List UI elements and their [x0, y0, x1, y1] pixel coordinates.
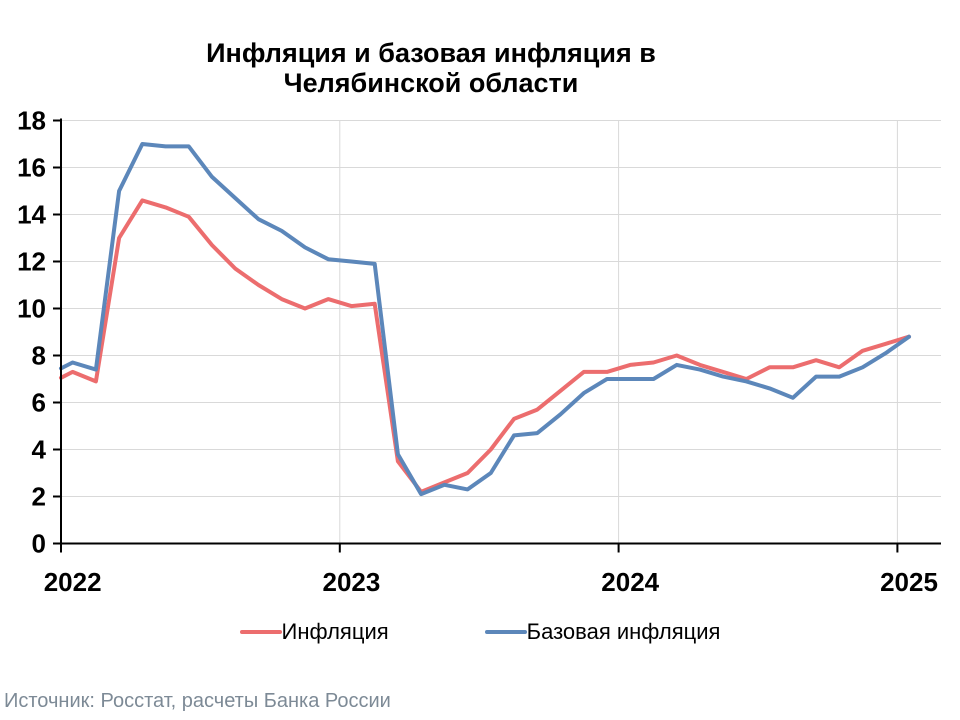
- x-axis-label: 2023: [322, 567, 380, 597]
- y-axis-label: 14: [17, 200, 46, 230]
- x-axis-label: 2022: [44, 567, 102, 597]
- x-axis-label: 2024: [601, 567, 659, 597]
- y-axis-label: 18: [17, 106, 46, 136]
- chart-title: Инфляция и базовая инфляция в Челябинско…: [61, 38, 801, 98]
- source-note: Источник: Росстат, расчеты Банка России: [4, 690, 391, 712]
- y-axis-label: 2: [32, 482, 46, 512]
- core-inflation-line: [59, 142, 911, 497]
- y-axis-label: 12: [17, 247, 46, 277]
- x-axis-label: 2025: [880, 567, 938, 597]
- y-axis-label: 4: [32, 435, 47, 465]
- inflation-line-swatch: [239, 630, 282, 634]
- y-axis-label: 16: [17, 153, 46, 183]
- y-axis-label: 8: [32, 341, 46, 371]
- legend-label-core-inflation: Базовая инфляция: [526, 619, 721, 644]
- core-inflation-line-swatch: [484, 630, 527, 634]
- chart-title-line1: Инфляция и базовая инфляция в: [206, 38, 656, 68]
- y-axis-label: 6: [32, 388, 46, 418]
- chart-title-line2: Челябинской области: [283, 68, 579, 98]
- legend-item-core-inflation: Базовая инфляция: [484, 619, 721, 645]
- chart-legend: Инфляция Базовая инфляция: [0, 619, 960, 645]
- legend-item-inflation: Инфляция: [239, 619, 389, 645]
- y-axis-label: 0: [32, 529, 46, 559]
- inflation-line: [59, 198, 911, 494]
- legend-label-inflation: Инфляция: [281, 619, 389, 644]
- y-axis-label: 10: [17, 294, 46, 324]
